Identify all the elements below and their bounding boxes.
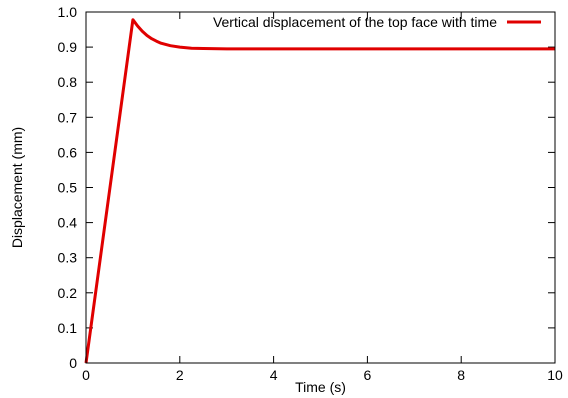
legend: Vertical displacement of the top face wi… bbox=[213, 14, 541, 30]
y-tick-label: 0 bbox=[69, 355, 77, 371]
series-line bbox=[84, 18, 555, 364]
x-axis-label: Time (s) bbox=[295, 379, 346, 395]
tick-labels: 0 2 4 6 8 10 0 0.1 0.2 0.3 0.4 0.5 0.6 0.7 0.8 0.9 1.0 bbox=[58, 4, 563, 383]
x-tick-label: 0 bbox=[82, 367, 90, 383]
y-tick-label: 0.1 bbox=[58, 320, 78, 336]
legend-label: Vertical displacement of the top face wi… bbox=[213, 14, 497, 30]
y-tick-label: 0.9 bbox=[58, 39, 78, 55]
y-axis-label: Displacement (mm) bbox=[9, 127, 25, 248]
x-tick-label: 4 bbox=[270, 367, 278, 383]
y-tick-label: 0.5 bbox=[58, 180, 78, 196]
y-tick-label: 1.0 bbox=[58, 4, 78, 20]
tick-marks bbox=[85, 11, 556, 364]
x-tick-label: 8 bbox=[457, 367, 465, 383]
y-tick-label: 0.2 bbox=[58, 285, 78, 301]
series-lines bbox=[84, 18, 555, 364]
x-tick-label: 6 bbox=[364, 367, 372, 383]
x-tick-label: 10 bbox=[547, 367, 563, 383]
y-tick-label: 0.3 bbox=[58, 250, 78, 266]
plot-frame bbox=[85, 11, 556, 364]
y-tick-label: 0.4 bbox=[58, 215, 78, 231]
x-tick-label: 2 bbox=[176, 367, 184, 383]
y-tick-label: 0.7 bbox=[58, 109, 78, 125]
y-tick-label: 0.8 bbox=[58, 74, 78, 90]
y-tick-label: 0.6 bbox=[58, 144, 78, 160]
